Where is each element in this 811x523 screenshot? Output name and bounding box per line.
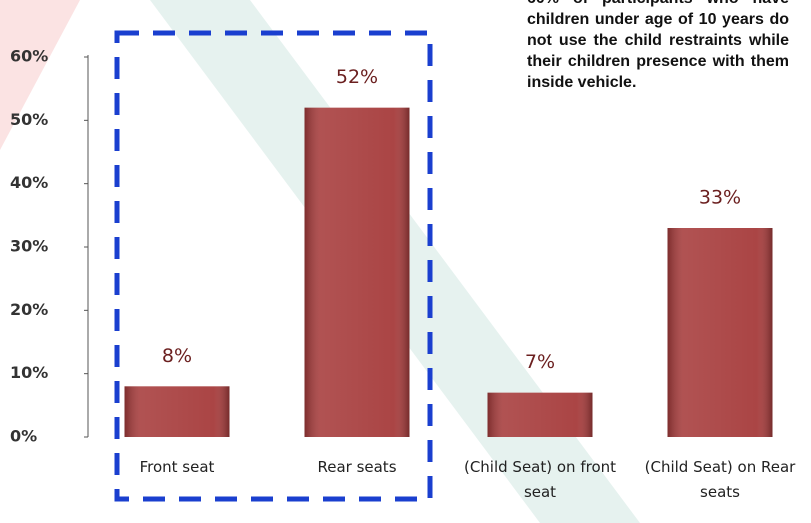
highlight-box: [114, 30, 433, 502]
value-label: 8%: [162, 345, 192, 367]
value-label: 33%: [699, 187, 741, 209]
bar-shade: [487, 392, 593, 437]
x-tick-label: (Child Seat) on front seat: [463, 458, 617, 501]
value-label: 52%: [336, 66, 378, 88]
x-tick-label: (Child Seat) on Rear seats: [644, 458, 796, 501]
bg-shape: [0, 0, 80, 150]
y-tick-label: 20%: [10, 300, 48, 319]
y-tick-label: 50%: [10, 110, 48, 129]
y-tick-label: 10%: [10, 363, 48, 382]
x-tick-label: Front seat: [139, 458, 215, 476]
annotation: 60% of participants who have children un…: [527, 0, 789, 91]
y-tick-label: 30%: [10, 237, 48, 256]
y-tick-label: 0%: [10, 427, 37, 446]
y-tick-label: 60%: [10, 47, 48, 66]
bar-shade: [667, 228, 773, 437]
value-label: 7%: [525, 351, 555, 373]
bar-shade: [124, 386, 230, 437]
bar-shade: [304, 107, 410, 438]
x-tick-label: Rear seats: [317, 458, 397, 476]
y-tick-label: 40%: [10, 173, 48, 192]
